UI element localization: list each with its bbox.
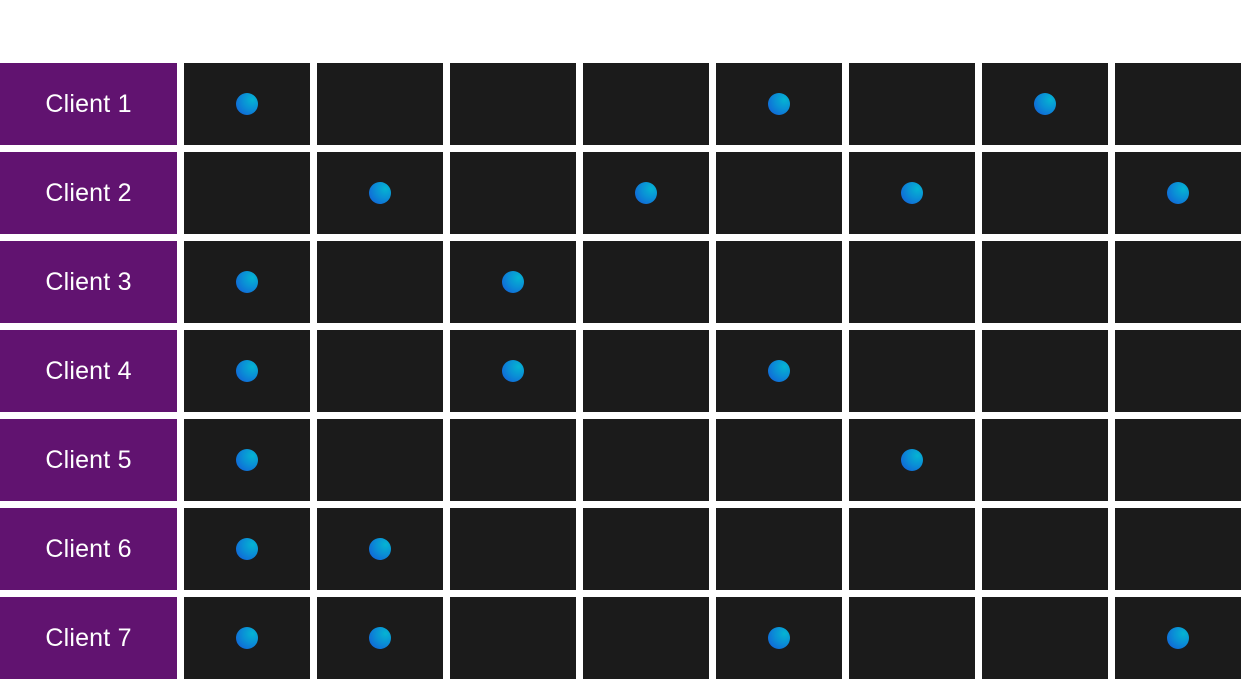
client-label: Client 4 [0, 330, 177, 412]
client-label: Client 2 [0, 152, 177, 234]
matrix-cell [184, 419, 310, 501]
matrix-cell [184, 330, 310, 412]
matrix-cell [982, 597, 1108, 679]
dot-marker-icon [768, 93, 790, 115]
dot-marker-icon [236, 627, 258, 649]
matrix-cell [184, 508, 310, 590]
matrix-cell [317, 419, 443, 501]
dot-marker-icon [236, 93, 258, 115]
dot-marker-icon [236, 449, 258, 471]
dot-marker-icon [901, 182, 923, 204]
matrix-cell [849, 508, 975, 590]
client-label: Client 1 [0, 63, 177, 145]
matrix-cell [450, 419, 576, 501]
dot-marker-icon [369, 182, 391, 204]
matrix-cell [450, 597, 576, 679]
matrix-cell [583, 597, 709, 679]
dot-marker-icon [1167, 627, 1189, 649]
matrix-cell [450, 508, 576, 590]
client-label: Client 3 [0, 241, 177, 323]
matrix-cell [1115, 241, 1241, 323]
dot-marker-icon [369, 538, 391, 560]
matrix-cell [450, 63, 576, 145]
matrix-cell [716, 241, 842, 323]
matrix-cell [450, 330, 576, 412]
matrix-cell [716, 330, 842, 412]
matrix-cell [184, 63, 310, 145]
matrix-cell [583, 419, 709, 501]
matrix-cell [583, 152, 709, 234]
dot-marker-icon [502, 360, 524, 382]
matrix-cell [849, 152, 975, 234]
dot-marker-icon [369, 627, 391, 649]
matrix-cell [583, 241, 709, 323]
matrix-cell [716, 419, 842, 501]
matrix-cell [982, 63, 1108, 145]
matrix-cell [317, 63, 443, 145]
matrix-cell [716, 63, 842, 145]
matrix-cell [583, 63, 709, 145]
client-label: Client 5 [0, 419, 177, 501]
matrix-cell [184, 241, 310, 323]
matrix-cell [849, 419, 975, 501]
client-matrix: Client 1 Client 2 Client 3 Client 4 Client 5… [0, 63, 1241, 679]
dot-marker-icon [901, 449, 923, 471]
dot-marker-icon [768, 360, 790, 382]
matrix-cell [982, 419, 1108, 501]
matrix-cell [1115, 508, 1241, 590]
matrix-cell [1115, 419, 1241, 501]
matrix-cell [317, 241, 443, 323]
matrix-cell [1115, 152, 1241, 234]
dot-marker-icon [236, 360, 258, 382]
client-label: Client 7 [0, 597, 177, 679]
matrix-cell [982, 508, 1108, 590]
matrix-cell [849, 241, 975, 323]
dot-marker-icon [635, 182, 657, 204]
matrix-cell [1115, 330, 1241, 412]
matrix-cell [317, 508, 443, 590]
matrix-cell [1115, 63, 1241, 145]
matrix-cell [583, 508, 709, 590]
matrix-cell [184, 152, 310, 234]
dot-marker-icon [502, 271, 524, 293]
matrix-cell [450, 152, 576, 234]
matrix-cell [982, 330, 1108, 412]
matrix-cell [317, 152, 443, 234]
matrix-cell [317, 330, 443, 412]
matrix-cell [982, 152, 1108, 234]
client-label: Client 6 [0, 508, 177, 590]
dot-marker-icon [236, 271, 258, 293]
dot-marker-icon [1167, 182, 1189, 204]
matrix-cell [982, 241, 1108, 323]
matrix-cell [849, 330, 975, 412]
matrix-cell [1115, 597, 1241, 679]
matrix-cell [317, 597, 443, 679]
matrix-cell [849, 597, 975, 679]
dot-marker-icon [768, 627, 790, 649]
matrix-cell [716, 597, 842, 679]
matrix-cell [849, 63, 975, 145]
matrix-cell [184, 597, 310, 679]
matrix-cell [450, 241, 576, 323]
matrix-cell [716, 508, 842, 590]
dot-marker-icon [236, 538, 258, 560]
matrix-cell [583, 330, 709, 412]
dot-marker-icon [1034, 93, 1056, 115]
matrix-cell [716, 152, 842, 234]
